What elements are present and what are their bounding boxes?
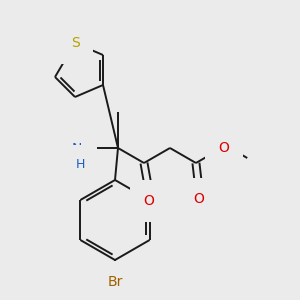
Text: O: O [218, 141, 230, 155]
Text: H: H [75, 128, 85, 140]
Text: O: O [194, 192, 204, 206]
Text: O: O [143, 194, 155, 208]
Text: N: N [72, 142, 82, 156]
Text: H: H [75, 158, 85, 170]
Text: S: S [70, 36, 80, 50]
Text: Br: Br [107, 275, 123, 289]
